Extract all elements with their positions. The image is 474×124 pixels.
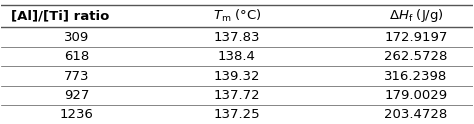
Text: 179.0029: 179.0029 <box>384 89 447 102</box>
Text: 1236: 1236 <box>60 108 94 121</box>
Text: 262.5728: 262.5728 <box>384 50 448 63</box>
Text: 138.4: 138.4 <box>218 50 256 63</box>
Text: 309: 309 <box>64 31 90 44</box>
Text: $\mathit{T}_\mathrm{m}$ (°C): $\mathit{T}_\mathrm{m}$ (°C) <box>213 8 261 24</box>
Text: 172.9197: 172.9197 <box>384 31 448 44</box>
Text: $\Delta\mathit{H}_\mathrm{f}$ (J/g): $\Delta\mathit{H}_\mathrm{f}$ (J/g) <box>389 7 444 24</box>
Text: 139.32: 139.32 <box>214 70 260 83</box>
Text: 203.4728: 203.4728 <box>384 108 447 121</box>
Text: 137.83: 137.83 <box>214 31 260 44</box>
Text: 316.2398: 316.2398 <box>384 70 447 83</box>
Text: 137.25: 137.25 <box>214 108 260 121</box>
Text: 137.72: 137.72 <box>214 89 260 102</box>
Text: 927: 927 <box>64 89 90 102</box>
Text: 618: 618 <box>64 50 90 63</box>
Text: 773: 773 <box>64 70 90 83</box>
Text: [Al]/[Ti] ratio: [Al]/[Ti] ratio <box>11 9 109 22</box>
